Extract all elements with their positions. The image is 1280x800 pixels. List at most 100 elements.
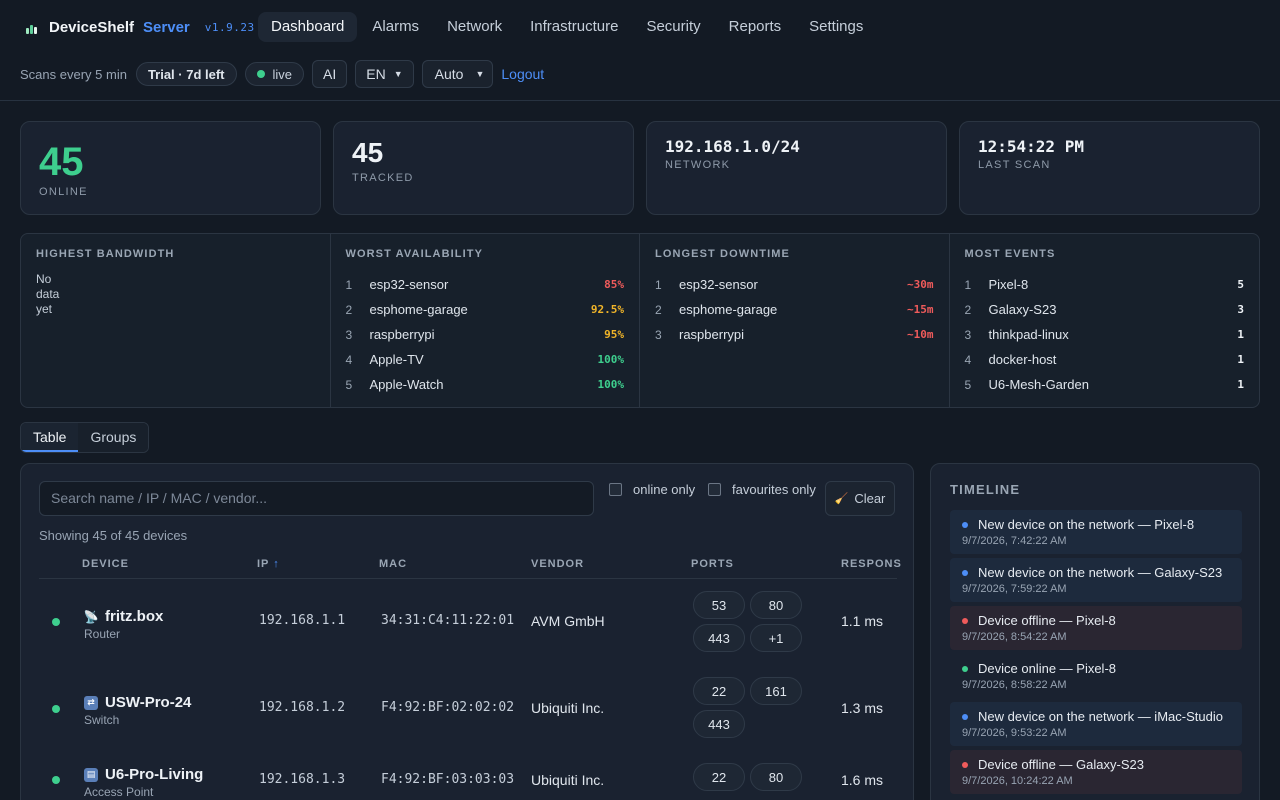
event-text: Device online — Pixel-8 [978,661,1117,676]
list-item[interactable]: 2 esphome-garage ~15m [655,297,934,322]
event-heading: Device offline — Galaxy-S23 [962,757,1242,772]
list-item[interactable]: 3 thinkpad-linux 1 [965,322,1245,347]
list-item[interactable]: 3 raspberrypi 95% [346,322,625,347]
favourites-only-checkbox[interactable] [708,483,721,496]
port-chip[interactable]: 80 [750,763,802,791]
tab-table[interactable]: Table [21,423,79,452]
metric-value: ~10m [907,328,934,341]
device-name[interactable]: ▤ U6-Pro-Living [84,766,203,783]
port-chip[interactable]: 443 [693,710,745,738]
event-dot-icon [962,569,968,576]
column-ip[interactable]: IP ↑ [257,558,280,570]
port-chip[interactable]: 443 [693,624,745,652]
nav-network[interactable]: Network [447,18,503,35]
table-row[interactable]: ▤ U6-Pro-Living Access Point 192.168.1.3… [39,752,897,800]
event-heading: New device on the network — Pixel-8 [962,517,1242,532]
nav-settings[interactable]: Settings [809,18,864,35]
network-value: 192.168.1.0/24 [665,137,800,156]
device-name[interactable]: 📡 fritz.box [84,608,164,625]
list-item[interactable]: 1 Pixel-8 5 [965,272,1245,297]
board-title: LONGEST DOWNTIME [655,248,790,260]
device-name-text: fritz.box [105,608,164,625]
ai-button[interactable]: AI [312,60,348,88]
list-item[interactable]: 2 esphome-garage 92.5% [346,297,625,322]
favourites-only-label: favourites only [732,482,816,497]
device-vendor: AVM GmbH [531,613,605,629]
nav-dashboard[interactable]: Dashboard [258,12,358,42]
list-item[interactable]: 1 esp32-sensor 85% [346,272,625,297]
table-row[interactable]: 📡 fritz.box Router 192.168.1.1 34:31:C4:… [39,580,897,666]
column-ports[interactable]: PORTS [691,558,734,570]
port-chip[interactable]: 53 [693,591,745,619]
timeline-event[interactable]: New device on the network — iMac-Studio 9… [950,702,1242,746]
top-bar: DeviceShelf Server v1.9.23 Dashboard Ala… [0,0,1280,101]
event-timestamp: 9/7/2026, 10:24:22 AM [962,775,1073,787]
nav-reports[interactable]: Reports [728,18,782,35]
search-input[interactable]: Search name / IP / MAC / vendor... [39,481,594,516]
language-select[interactable]: EN ▼ [355,60,414,88]
rank-number: 2 [655,302,662,317]
list-item[interactable]: 4 Apple-TV 100% [346,347,625,372]
more-ports-chip[interactable]: +1 [750,624,802,652]
metric-value: 100% [597,378,625,391]
list-item[interactable]: 5 Apple-Watch 100% [346,372,625,397]
stat-card-last-scan: 12:54:22 PM LAST SCAN [959,121,1260,215]
board-title: WORST AVAILABILITY [345,248,484,260]
stat-card-online: 45 ONLINE [20,121,321,215]
table-row[interactable]: ⇄ USW-Pro-24 Switch 192.168.1.2 F4:92:BF… [39,666,897,752]
device-name: raspberrypi [679,327,745,342]
timeline-event[interactable]: New device on the network — Galaxy-S23 9/… [950,558,1242,602]
nav-security[interactable]: Security [646,18,701,35]
event-heading: New device on the network — iMac-Studio [962,709,1242,724]
online-only-label: online only [633,482,696,497]
nav-alarms[interactable]: Alarms [372,18,420,35]
port-chip[interactable]: 22 [693,677,745,705]
column-vendor[interactable]: VENDOR [531,558,585,570]
device-response: 1.1 ms [841,613,884,629]
port-chip[interactable]: 161 [750,677,802,705]
port-chip[interactable]: 80 [750,591,802,619]
list-item[interactable]: 5 U6-Mesh-Garden 1 [965,372,1245,397]
tab-groups[interactable]: Groups [78,423,149,452]
favourites-only-filter[interactable]: favourites only [708,482,816,497]
timeline-event[interactable]: Device offline — Galaxy-S23 9/7/2026, 10:… [950,750,1242,794]
chevron-down-icon: ▼ [475,69,485,79]
device-name: Galaxy-S23 [988,302,1057,317]
nav-infrastructure[interactable]: Infrastructure [530,18,619,35]
rank-number: 4 [345,352,353,367]
column-response[interactable]: RESPONS [841,558,902,570]
list-item[interactable]: 3 raspberrypi ~10m [655,322,934,347]
column-device[interactable]: DEVICE [82,558,129,570]
status-online-dot [52,618,60,626]
logout-link[interactable]: Logout [501,66,545,82]
metric-value: 95% [604,328,624,341]
board-downtime: LONGEST DOWNTIME 1 esp32-sensor ~30m 2 espho… [640,234,950,407]
column-mac[interactable]: MAC [379,558,408,570]
rank-number: 5 [345,377,353,392]
timeline-event[interactable]: Device offline — Pixel-8 9/7/2026, 8:54:2… [950,606,1242,650]
list-item[interactable]: 2 Galaxy-S23 3 [965,297,1245,322]
online-only-filter[interactable]: online only [609,482,695,497]
event-dot-icon [962,665,968,672]
timeline-event[interactable]: New device on the network — Pixel-8 9/7/2… [950,510,1242,554]
device-response: 1.6 ms [841,772,884,788]
clear-button[interactable]: 🧹 Clear [825,481,895,516]
chevron-down-icon: ▼ [393,69,403,79]
port-chip[interactable]: 22 [693,763,745,791]
device-name: Apple-TV [369,352,424,367]
list-item[interactable]: 1 esp32-sensor ~30m [655,272,934,297]
brand[interactable]: DeviceShelf Server v1.9.23 [20,16,255,38]
list-item[interactable]: 4 docker-host 1 [965,347,1245,372]
timeline-title: TIMELINE [950,482,1021,497]
event-timestamp: 9/7/2026, 8:58:22 AM [962,679,1067,691]
device-name: Pixel-8 [988,277,1029,292]
device-name[interactable]: ⇄ USW-Pro-24 [84,694,191,711]
metric-value: 100% [597,353,625,366]
last-scan-label: LAST SCAN [978,159,1051,171]
device-name: esphome-garage [369,302,468,317]
metric-value: 5 [1237,278,1244,291]
timeline-event[interactable]: Device online — Pixel-8 9/7/2026, 8:58:22… [950,654,1242,698]
event-heading: Device online — Pixel-8 [962,661,1242,676]
online-only-checkbox[interactable] [609,483,622,496]
theme-select[interactable]: Auto ▼ [421,60,494,88]
